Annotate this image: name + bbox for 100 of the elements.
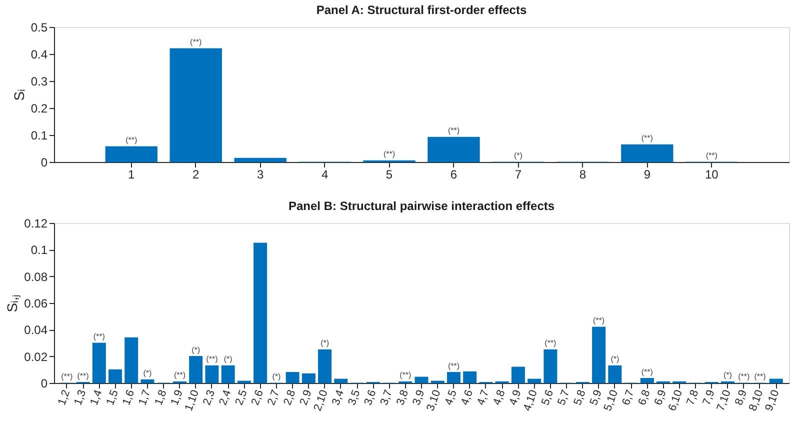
annotation: (*) <box>224 354 233 364</box>
y-tick-label: 0.5 <box>30 20 48 34</box>
x-tick-label: 5,7 <box>556 388 572 407</box>
annotation: (**) <box>77 371 90 380</box>
bar <box>592 326 606 384</box>
x-tick-label: 1,2 <box>56 388 73 407</box>
x-tick-label: 1,10 <box>182 388 202 413</box>
x-tick-label: 3 <box>256 168 264 182</box>
y-tick-label: 0.02 <box>24 350 48 364</box>
annotation: (**) <box>206 354 218 364</box>
x-tick-label: 2,7 <box>266 388 282 407</box>
y-tick-label: 0.3 <box>30 74 48 88</box>
annotation: (**) <box>93 332 106 341</box>
x-tick-label: 1,5 <box>104 388 121 407</box>
x-tick-label: 2,5 <box>233 388 250 407</box>
x-tick-label: 1,8 <box>152 388 170 407</box>
x-tick-label: 7 <box>514 168 522 182</box>
x-tick-label: 1,3 <box>72 388 89 407</box>
x-tick-label: 2,4 <box>217 388 234 407</box>
x-tick-label: 1,9 <box>168 388 186 407</box>
bar <box>124 337 138 384</box>
bar <box>608 365 622 384</box>
y-tick-label: 0 <box>40 156 48 170</box>
annotation: (*) <box>724 370 732 380</box>
bar <box>92 342 106 384</box>
x-tick-label: 4,5 <box>442 388 460 407</box>
annotation: (*) <box>192 345 200 354</box>
x-tick-label: 9 <box>644 168 651 182</box>
x-tick-label: 6,9 <box>652 388 669 407</box>
annotation: (**) <box>448 126 460 136</box>
bar <box>237 380 251 384</box>
y-axis-title: Sᵢ,ⱼ <box>4 294 22 312</box>
x-tick-label: 5 <box>386 168 393 182</box>
x-tick-label: 2 <box>192 168 200 182</box>
x-tick-label: 2,6 <box>249 388 266 407</box>
x-tick-label: 5,6 <box>540 388 556 407</box>
annotation: (**) <box>593 316 605 325</box>
annotation: (**) <box>754 372 766 381</box>
x-tick-label: 6 <box>450 168 458 182</box>
y-axis-title: Sᵢ <box>10 89 27 101</box>
bar <box>108 369 122 384</box>
x-tick-label: 4,7 <box>475 388 492 407</box>
x-tick-label: 5,10 <box>602 388 621 413</box>
annotation: (*) <box>320 338 330 348</box>
x-tick-label: 7,10 <box>714 388 734 413</box>
x-tick-label: 8,9 <box>733 388 750 407</box>
bar <box>254 242 268 384</box>
x-tick-label: 4,6 <box>458 388 476 407</box>
y-tick-label: 0.4 <box>30 48 48 62</box>
annotation: (**) <box>706 151 718 160</box>
y-tick-label: 0.08 <box>24 270 48 284</box>
x-tick-label: 7,9 <box>700 388 718 407</box>
y-tick-label: 0.1 <box>30 128 48 142</box>
y-tick-label: 0.06 <box>24 296 48 310</box>
annotation: (**) <box>738 372 750 381</box>
bar <box>511 366 525 384</box>
x-tick-label: 8,10 <box>747 388 766 413</box>
annotation: (**) <box>641 134 654 143</box>
x-tick-label: 2,9 <box>298 388 314 407</box>
x-tick-label: 1,7 <box>136 388 154 407</box>
x-tick-label: 2,10 <box>312 388 330 413</box>
x-tick-label: 2,8 <box>282 388 298 407</box>
bar <box>446 372 460 384</box>
x-tick-label: 9,10 <box>763 388 782 413</box>
x-tick-label: 3,9 <box>410 388 428 407</box>
y-tick-label: 0.04 <box>24 323 48 338</box>
bar <box>105 146 158 162</box>
x-tick-label: 4,8 <box>491 388 508 407</box>
bar <box>414 376 428 384</box>
bar <box>205 365 219 384</box>
bar <box>428 136 480 162</box>
annotation: (*) <box>610 354 620 364</box>
x-tick-label: 3,5 <box>346 388 363 407</box>
x-tick-label: 6,8 <box>636 388 653 407</box>
bar <box>463 371 477 384</box>
annotation: (*) <box>143 368 152 378</box>
annotation: (**) <box>641 367 654 376</box>
annotation: (**) <box>190 38 202 47</box>
y-tick-label: 0 <box>40 376 48 390</box>
y-tick-label: 0.2 <box>30 102 48 116</box>
bar <box>140 379 154 384</box>
x-tick-label: 3,10 <box>424 388 444 413</box>
bar <box>221 365 235 384</box>
bar <box>189 356 203 384</box>
bar <box>170 48 222 162</box>
x-tick-label: 4,9 <box>507 388 524 407</box>
bar <box>286 372 300 384</box>
x-tick-label: 4 <box>321 168 328 182</box>
bar <box>640 378 654 384</box>
x-tick-label: 10 <box>704 168 719 182</box>
x-tick-label: 8 <box>579 168 586 182</box>
x-tick-label: 3,8 <box>394 388 412 407</box>
chart-title: Panel A: Structural first-order effects <box>316 3 527 17</box>
bar <box>318 349 332 384</box>
x-tick-label: 6,10 <box>666 388 686 413</box>
y-tick-label: 0.1 <box>30 243 48 258</box>
x-tick-label: 1,4 <box>88 388 105 407</box>
bar <box>769 378 783 384</box>
bar <box>544 349 558 384</box>
bar <box>334 378 348 384</box>
